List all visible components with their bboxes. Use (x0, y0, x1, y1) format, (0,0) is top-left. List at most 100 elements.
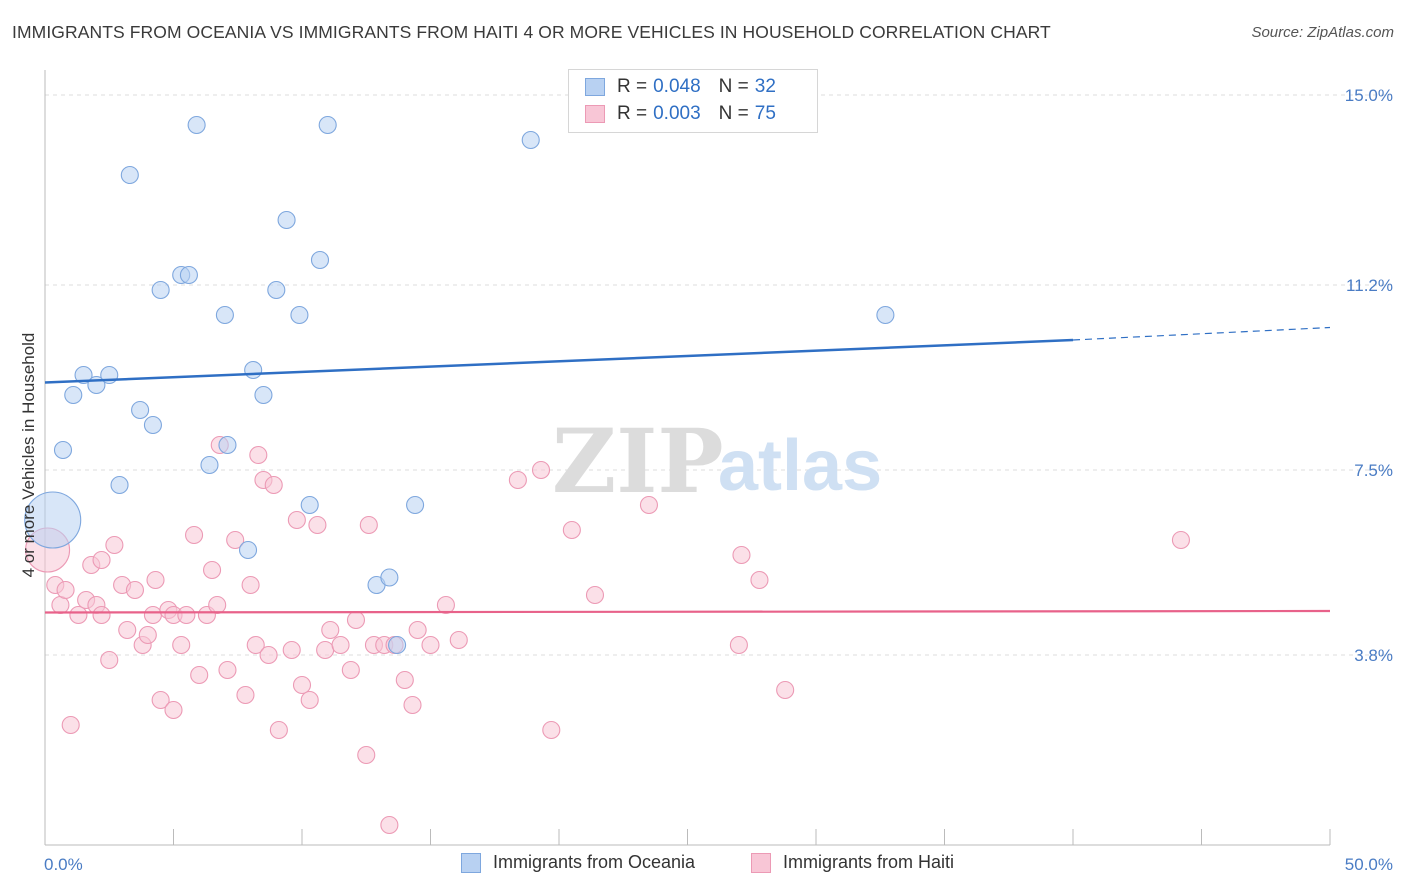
legend-item-oceania[interactable]: Immigrants from Oceania (461, 852, 695, 873)
haiti-point (562, 520, 581, 540)
oceania-point (131, 400, 150, 420)
x-tick-label: 50.0% (1345, 855, 1393, 874)
haiti-point (92, 550, 111, 570)
y-axis-label: 4 or more Vehicles in Household (19, 333, 38, 578)
haiti-point (190, 665, 209, 685)
series-oceania-points (24, 115, 895, 655)
oceania-point (244, 360, 263, 380)
haiti-point (732, 545, 751, 565)
haiti-point (264, 475, 283, 495)
haiti-point (249, 445, 268, 465)
oceania-point (388, 635, 407, 655)
haiti-point (92, 605, 111, 625)
watermark-atlas: atlas (718, 426, 882, 506)
haiti-point (185, 525, 204, 545)
haiti-point (259, 645, 278, 665)
trend-line-haiti (44, 609, 1331, 614)
haiti-point (241, 575, 260, 595)
legend-n-value: 32 (754, 76, 776, 97)
legend-row-oceania: R = 0.048 N = 32 (585, 74, 776, 100)
oceania-point (876, 305, 895, 325)
oceania-point (406, 495, 425, 515)
haiti-point (226, 530, 245, 550)
oceania-point (24, 491, 82, 549)
haiti-point (208, 595, 227, 615)
oceania-point (120, 165, 139, 185)
haiti-point (282, 640, 301, 660)
haiti-point (639, 495, 659, 515)
oceania-point (143, 415, 162, 435)
haiti-point (172, 635, 191, 655)
legend-label-haiti: Immigrants from Haiti (783, 852, 955, 872)
haiti-point (69, 605, 88, 625)
legend-item-haiti[interactable]: Immigrants from Haiti (751, 852, 954, 873)
trend-line-oceania-extension (1072, 326, 1331, 341)
haiti-point (125, 580, 144, 600)
legend-series: Immigrants from Oceania Immigrants from … (0, 852, 1406, 876)
haiti-point (269, 720, 288, 740)
legend-swatch-haiti (585, 105, 605, 123)
haiti-point (421, 635, 440, 655)
trend-line-oceania (44, 338, 1074, 384)
legend-row-haiti: R = 0.003 N = 75 (585, 101, 776, 127)
haiti-point (105, 535, 124, 555)
oceania-point (238, 540, 258, 560)
haiti-point (408, 620, 427, 640)
haiti-point (1171, 530, 1190, 550)
haiti-point (321, 620, 340, 640)
legend-r-value: 0.003 (653, 103, 701, 124)
oceania-point (380, 568, 399, 587)
oceania-point (277, 210, 296, 230)
haiti-point (403, 695, 422, 715)
haiti-point (143, 605, 162, 625)
haiti-point (331, 635, 350, 655)
legend-r-label: R = (617, 76, 648, 97)
haiti-point (300, 690, 319, 710)
y-tick-label: 15.0% (1345, 86, 1393, 105)
haiti-point (100, 650, 119, 670)
haiti-point (292, 675, 312, 695)
oceania-point (310, 250, 330, 270)
oceania-point (187, 115, 206, 135)
haiti-point (585, 585, 605, 605)
legend-r-label: R = (617, 103, 648, 124)
haiti-point (531, 460, 551, 480)
haiti-point (346, 610, 366, 630)
haiti-point (287, 510, 306, 530)
haiti-point (449, 630, 468, 650)
haiti-point (357, 745, 376, 765)
haiti-point (203, 560, 222, 580)
haiti-point (359, 515, 378, 535)
haiti-point (236, 685, 255, 705)
haiti-point (750, 570, 769, 590)
oceania-point (215, 305, 234, 325)
oceania-point (64, 385, 83, 405)
haiti-point (177, 605, 196, 625)
haiti-point (138, 625, 157, 645)
axes (44, 70, 1331, 846)
oceania-point (110, 475, 129, 495)
oceania-point (218, 435, 237, 455)
y-tick-labels: 3.8% 7.5% 11.2% 15.0% (1345, 86, 1393, 665)
legend-stats: R = 0.048 N = 32 R = 0.003 N = 75 (568, 69, 818, 133)
haiti-point (118, 620, 137, 640)
haiti-point (395, 670, 414, 690)
y-tick-label: 11.2% (1346, 276, 1393, 295)
oceania-point (179, 265, 198, 285)
haiti-point (246, 635, 265, 655)
haiti-point (218, 660, 237, 680)
haiti-point (508, 470, 527, 490)
watermark: ZIP atlas (552, 409, 882, 513)
haiti-point (146, 570, 165, 590)
y-tick-label: 7.5% (1354, 461, 1393, 480)
legend-label-oceania: Immigrants from Oceania (493, 852, 696, 872)
y-tick-label: 3.8% (1354, 646, 1393, 665)
legend-n-value: 75 (754, 103, 776, 124)
source-credit: Source: ZipAtlas.com (1251, 24, 1394, 41)
haiti-point (308, 515, 327, 535)
haiti-point (729, 635, 748, 655)
haiti-point (51, 595, 70, 615)
haiti-point (776, 680, 795, 700)
haiti-point (341, 660, 360, 680)
